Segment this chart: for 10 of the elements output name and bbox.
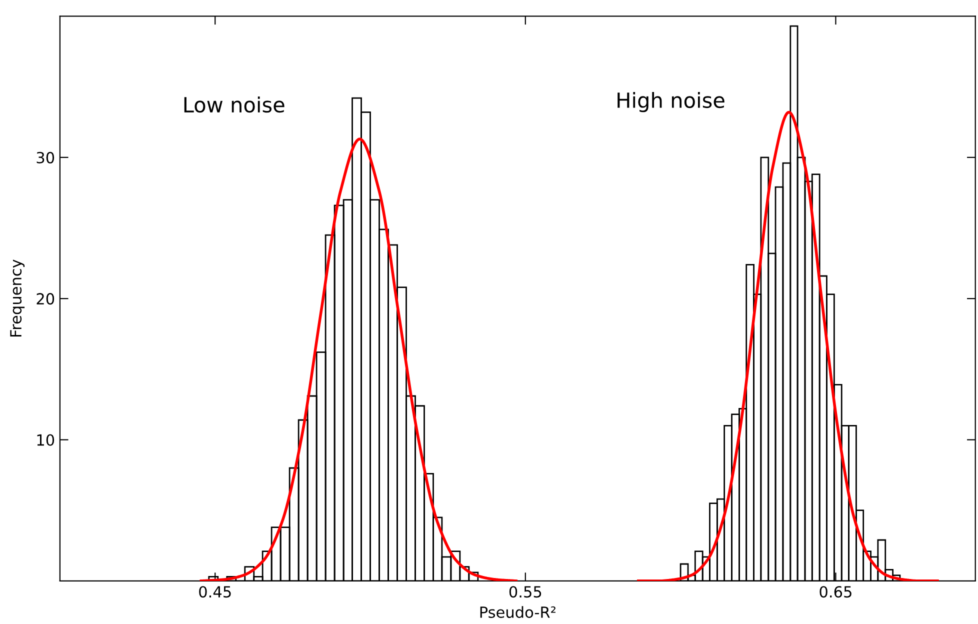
y-tick-label: 10 xyxy=(37,434,54,446)
y-axis-title: Frequency xyxy=(10,260,25,337)
x-axis-title: Pseudo-R² xyxy=(480,606,556,618)
x-tick-label: 0.45 xyxy=(199,586,231,598)
x-tick-label: 0.55 xyxy=(509,586,542,598)
annotation: Low noise xyxy=(184,96,284,113)
x-tick-label: 0.65 xyxy=(820,586,852,598)
y-tick-label: 20 xyxy=(36,293,54,305)
annotation: High noise xyxy=(618,92,724,112)
y-tick-label: 30 xyxy=(36,152,54,164)
